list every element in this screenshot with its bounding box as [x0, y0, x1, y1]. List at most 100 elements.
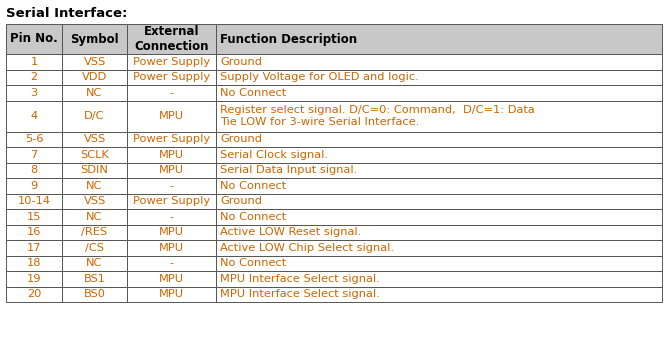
Text: VDD: VDD	[82, 72, 107, 82]
Text: 18: 18	[27, 258, 41, 268]
Bar	[61, 255, 128, 271]
Bar	[128, 178, 216, 193]
Text: Serial Clock signal.: Serial Clock signal.	[220, 150, 328, 160]
Bar	[216, 132, 662, 147]
Bar	[6, 24, 61, 54]
Text: /RES: /RES	[81, 227, 108, 237]
Text: Power Supply: Power Supply	[133, 134, 210, 144]
Text: MPU: MPU	[159, 165, 184, 175]
Text: VSS: VSS	[84, 134, 106, 144]
Bar	[61, 54, 128, 69]
Bar	[128, 69, 216, 85]
Text: NC: NC	[86, 212, 103, 222]
Text: Power Supply: Power Supply	[133, 57, 210, 67]
Bar	[128, 24, 216, 54]
Text: MPU Interface Select signal.: MPU Interface Select signal.	[220, 289, 379, 299]
Text: No Connect: No Connect	[220, 258, 286, 268]
Text: 15: 15	[27, 212, 41, 222]
Text: Serial Data Input signal.: Serial Data Input signal.	[220, 165, 357, 175]
Bar	[216, 85, 662, 101]
Text: VSS: VSS	[84, 196, 106, 206]
Text: NC: NC	[86, 88, 103, 98]
Bar	[128, 85, 216, 101]
Bar	[216, 287, 662, 302]
Bar	[61, 209, 128, 224]
Bar	[61, 224, 128, 240]
Bar	[128, 132, 216, 147]
Text: MPU Interface Select signal.: MPU Interface Select signal.	[220, 274, 379, 284]
Text: MPU: MPU	[159, 289, 184, 299]
Bar	[128, 255, 216, 271]
Text: NC: NC	[86, 258, 103, 268]
Bar	[6, 54, 61, 69]
Text: 1: 1	[30, 57, 37, 67]
Bar	[61, 163, 128, 178]
Text: Ground: Ground	[220, 57, 262, 67]
Text: NC: NC	[86, 181, 103, 191]
Bar	[128, 224, 216, 240]
Text: No Connect: No Connect	[220, 181, 286, 191]
Bar	[61, 287, 128, 302]
Bar	[6, 209, 61, 224]
Text: SDIN: SDIN	[81, 165, 108, 175]
Bar	[6, 101, 61, 132]
Text: BS0: BS0	[84, 289, 106, 299]
Text: Pin No.: Pin No.	[10, 33, 57, 46]
Text: VSS: VSS	[84, 57, 106, 67]
Bar	[61, 271, 128, 287]
Text: BS1: BS1	[84, 274, 106, 284]
Text: 16: 16	[27, 227, 41, 237]
Text: MPU: MPU	[159, 111, 184, 121]
Bar	[216, 24, 662, 54]
Text: 9: 9	[30, 181, 37, 191]
Bar	[6, 240, 61, 255]
Bar	[6, 178, 61, 193]
Bar	[61, 101, 128, 132]
Bar	[61, 132, 128, 147]
Text: Symbol: Symbol	[70, 33, 119, 46]
Text: -: -	[170, 181, 174, 191]
Text: Active LOW Chip Select signal.: Active LOW Chip Select signal.	[220, 243, 394, 253]
Bar	[6, 132, 61, 147]
Bar	[216, 209, 662, 224]
Bar	[128, 54, 216, 69]
Bar	[6, 69, 61, 85]
Text: -: -	[170, 88, 174, 98]
Bar	[61, 240, 128, 255]
Text: 8: 8	[30, 165, 37, 175]
Bar	[216, 101, 662, 132]
Text: Ground: Ground	[220, 134, 262, 144]
Text: 10-14: 10-14	[17, 196, 50, 206]
Text: Serial Interface:: Serial Interface:	[6, 7, 128, 20]
Bar	[128, 287, 216, 302]
Text: SCLK: SCLK	[80, 150, 109, 160]
Text: 3: 3	[30, 88, 37, 98]
Bar	[6, 224, 61, 240]
Bar	[128, 101, 216, 132]
Text: MPU: MPU	[159, 243, 184, 253]
Bar	[61, 147, 128, 163]
Bar	[216, 54, 662, 69]
Bar	[216, 240, 662, 255]
Text: 17: 17	[27, 243, 41, 253]
Text: MPU: MPU	[159, 274, 184, 284]
Text: 20: 20	[27, 289, 41, 299]
Text: Supply Voltage for OLED and logic.: Supply Voltage for OLED and logic.	[220, 72, 419, 82]
Text: 2: 2	[30, 72, 37, 82]
Text: Ground: Ground	[220, 196, 262, 206]
Text: Active LOW Reset signal.: Active LOW Reset signal.	[220, 227, 361, 237]
Text: MPU: MPU	[159, 150, 184, 160]
Text: D/C: D/C	[84, 111, 105, 121]
Text: 7: 7	[30, 150, 37, 160]
Bar	[216, 271, 662, 287]
Bar	[216, 255, 662, 271]
Bar	[61, 85, 128, 101]
Text: Function Description: Function Description	[220, 33, 357, 46]
Text: 5-6: 5-6	[25, 134, 43, 144]
Bar	[128, 193, 216, 209]
Text: No Connect: No Connect	[220, 88, 286, 98]
Bar	[6, 255, 61, 271]
Text: MPU: MPU	[159, 227, 184, 237]
Bar	[61, 24, 128, 54]
Bar	[216, 193, 662, 209]
